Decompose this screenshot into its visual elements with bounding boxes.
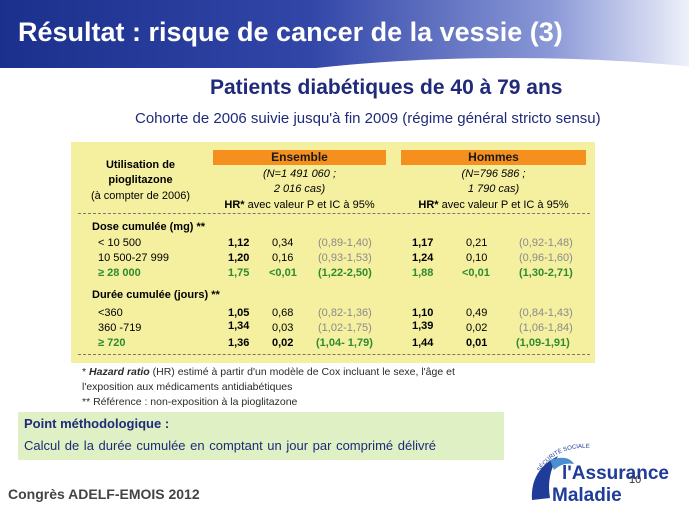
footnote-line2: l'exposition aux médicaments antidiabéti… (82, 381, 293, 393)
row-ci-ensemble: (1,02-1,75) (318, 322, 372, 334)
logo-line2: Maladie (552, 485, 622, 506)
row-ci-ensemble: (0,89-1,40) (318, 237, 372, 249)
row-ci-hommes: (0,92-1,48) (519, 237, 573, 249)
logo-swoosh-accent-icon (550, 457, 574, 470)
table-bottom-divider (78, 354, 590, 355)
ensemble-hr-caption: HR* avec valeur P et IC à 95% (213, 199, 386, 211)
row-hr-hommes: 1,44 (412, 337, 434, 349)
row-p-hommes: 0,02 (466, 322, 488, 334)
hommes-hr-text: avec valeur P et IC à 95% (438, 199, 569, 211)
footnote-hr-text: (HR) estimé à partir d'un modèle de Cox … (149, 366, 455, 378)
row-ci-hommes: (1,06-1,84) (519, 322, 573, 334)
row-p-hommes: 0,49 (466, 307, 488, 319)
row-label: <360 (98, 307, 123, 319)
method-note-title: Point méthodologique : (24, 416, 170, 431)
row-p-ensemble: 0,02 (272, 337, 294, 349)
usage-header-line2: pioglitazone (108, 174, 173, 186)
row-ci-hommes: (1,30-2,71) (519, 267, 573, 279)
ensemble-hr-text: avec valeur P et IC à 95% (244, 199, 375, 211)
slide-title: Résultat : risque de cancer de la vessie… (18, 17, 563, 47)
row-hr-ensemble: 1,05 (228, 307, 250, 319)
row-ci-hommes: (0,84-1,43) (519, 307, 573, 319)
ensemble-n-line2: 2 016 cas) (273, 183, 326, 195)
method-note-text: Calcul de la durée cumulée en comptant u… (24, 438, 437, 453)
row-ci-ensemble: (1,22-2,50) (318, 267, 372, 279)
footnote-reference: ** Référence : non-exposition à la piogl… (82, 396, 298, 408)
cohort-description: Cohorte de 2006 suivie jusqu'à fin 2009 … (135, 110, 601, 127)
row-p-hommes: 0,21 (466, 237, 488, 249)
row-ci-hommes: (1,09-1,91) (516, 337, 570, 349)
row-hr-ensemble: 1,12 (228, 237, 250, 249)
row-label: ≥ 28 000 (98, 267, 141, 279)
row-hr-ensemble: 1,36 (228, 337, 250, 349)
row-label: ≥ 720 (98, 337, 126, 349)
footnote-hazard-ratio: * Hazard ratio (HR) estimé à partir d'un… (82, 366, 455, 378)
table-header-divider (78, 213, 590, 214)
row-hr-ensemble: 1,75 (228, 267, 250, 279)
row-p-ensemble: <0,01 (269, 267, 297, 279)
hommes-n-line2: 1 790 cas) (467, 183, 520, 195)
results-table (71, 142, 595, 363)
ensemble-hr-label: HR* (224, 199, 245, 211)
row-ci-ensemble: (0,93-1,53) (318, 252, 372, 264)
row-hr-hommes: 1,10 (412, 307, 434, 319)
ensemble-n-line1: (N=1 491 060 ; (262, 168, 337, 180)
footnote-hr-term: Hazard ratio (89, 366, 150, 378)
row-p-ensemble: 0,68 (272, 307, 294, 319)
row-label: 360 -719 (98, 322, 142, 334)
row-ci-ensemble: (1,04- 1,79) (316, 337, 373, 349)
row-ci-hommes: (0,96-1,60) (519, 252, 573, 264)
logo-line1: l'Assurance (562, 463, 669, 484)
row-label: < 10 500 (98, 237, 142, 249)
slide-subtitle: Patients diabétiques de 40 à 79 ans (210, 76, 563, 99)
hommes-hr-caption: HR* avec valeur P et IC à 95% (401, 199, 586, 211)
group-header-ensemble: Ensemble (213, 150, 386, 165)
group-header-hommes: Hommes (401, 150, 586, 165)
hommes-hr-label: HR* (418, 199, 439, 211)
logo-swoosh-icon (531, 456, 558, 500)
usage-header-line1: Utilisation de (105, 159, 176, 171)
row-p-hommes: 0,01 (466, 337, 488, 349)
row-hr-ensemble: 1,20 (228, 252, 250, 264)
duration-section-title: Durée cumulée (jours) ** (92, 289, 220, 301)
row-p-hommes: <0,01 (462, 267, 490, 279)
footnote-marker: * (82, 366, 90, 378)
row-hr-hommes: 1,39 (412, 320, 434, 332)
conference-label: Congrès ADELF-EMOIS 2012 (8, 486, 200, 502)
method-note-box: Point méthodologique : Calcul de la duré… (18, 412, 504, 460)
row-p-ensemble: 0,34 (272, 237, 294, 249)
row-ci-ensemble: (0,82-1,36) (318, 307, 372, 319)
row-p-ensemble: 0,03 (272, 322, 294, 334)
row-label: 10 500-27 999 (98, 252, 169, 264)
row-hr-hommes: 1,88 (412, 267, 434, 279)
usage-header-line3: (à compter de 2006) (90, 190, 191, 202)
hommes-n-line1: (N=796 586 ; (461, 168, 526, 180)
assurance-maladie-logo: SÉCURITÉ SOCIALE l'Assurance Maladie (531, 444, 669, 506)
page-number: 10 (629, 474, 642, 486)
row-hr-hommes: 1,24 (412, 252, 434, 264)
dose-section-title: Dose cumulée (mg) ** (92, 221, 206, 233)
row-p-ensemble: 0,16 (272, 252, 294, 264)
row-p-hommes: 0,10 (466, 252, 488, 264)
row-hr-ensemble: 1,34 (228, 320, 250, 332)
row-hr-hommes: 1,17 (412, 237, 434, 249)
banner-curve (160, 58, 689, 68)
title-banner (0, 0, 689, 68)
